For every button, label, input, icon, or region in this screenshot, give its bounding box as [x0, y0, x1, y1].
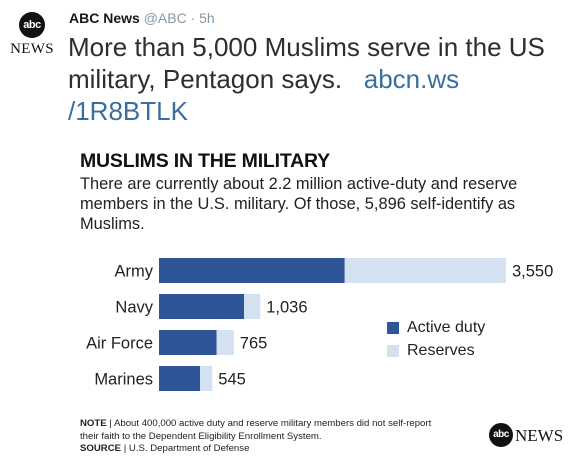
tweet-header: ABC News @ABC · 5h — [69, 10, 215, 26]
avatar-news-text: NEWS — [10, 41, 54, 57]
account-avatar[interactable]: abc NEWS — [6, 10, 58, 62]
tweet-media-infographic[interactable]: MUSLIMS IN THE MILITARY There are curren… — [65, 136, 578, 471]
infographic-title: MUSLIMS IN THE MILITARY — [80, 150, 330, 172]
source-text: U.S. Department of Defense — [128, 443, 250, 454]
category-label-navy: Navy — [115, 299, 153, 317]
bar-air-force-reserves — [216, 330, 234, 355]
infographic-subtitle: There are currently about 2.2 million ac… — [80, 175, 518, 233]
legend-label-reserves: Reserves — [407, 341, 475, 359]
tweet-link[interactable]: abcn.ws/1R8BTLK — [68, 64, 459, 126]
chart-legend: Active duty Reserves — [387, 316, 507, 366]
bar-marines-reserves — [200, 366, 213, 391]
legend-label-active-duty: Active duty — [407, 318, 486, 336]
header-separator: · — [190, 10, 196, 26]
total-label-marines: 545 — [218, 371, 246, 389]
legend-swatch-active-duty — [387, 321, 399, 334]
bar-marines-active-duty — [159, 366, 201, 391]
legend-swatch-reserves — [387, 344, 399, 357]
bar-navy-active-duty — [159, 294, 245, 319]
category-label-air-force: Air Force — [86, 335, 153, 353]
note-line: NOTE | About 400,000 active duty and res… — [80, 418, 440, 443]
category-label-marines: Marines — [94, 371, 153, 389]
bar-army-active-duty — [159, 258, 345, 283]
category-label-army: Army — [115, 263, 154, 281]
note-label: NOTE — [80, 418, 107, 429]
total-label-air-force: 765 — [240, 335, 268, 353]
bar-chart: Army 3,550 Navy 1,036 Air Force 765 Marines 545 — [86, 258, 553, 391]
bar-air-force-active-duty — [159, 330, 217, 355]
note-divider: | — [109, 418, 112, 429]
tweet-timestamp[interactable]: 5h — [199, 10, 215, 26]
tweet-text: More than 5,000 Muslims serve in the US … — [68, 31, 568, 127]
source-label: SOURCE — [80, 443, 122, 454]
note-text: About 400,000 active duty and reserve mi… — [80, 418, 432, 442]
tweet-body: More than 5,000 Muslims serve in the US … — [68, 32, 545, 94]
source-line: SOURCE | U.S. Department of Defense — [80, 443, 440, 456]
abc-logo-icon: abc — [19, 12, 45, 38]
author-handle[interactable]: @ABC — [143, 10, 187, 26]
legend-item-reserves: Reserves — [387, 339, 507, 362]
bar-navy-reserves — [244, 294, 261, 319]
source-divider: | — [123, 443, 127, 454]
tweet-link-part2[interactable]: /1R8BTLK — [68, 96, 188, 126]
tweet-link-part1[interactable]: abcn.ws — [363, 64, 460, 94]
legend-item-active-duty: Active duty — [387, 316, 507, 339]
total-label-army: 3,550 — [512, 263, 553, 281]
bar-army-reserves — [344, 258, 506, 283]
brand-news-text: NEWS — [515, 426, 564, 445]
infographic-footnote: NOTE | About 400,000 active duty and res… — [80, 418, 440, 456]
abc-news-brand-logo: abc NEWS — [489, 423, 569, 447]
author-name[interactable]: ABC News — [69, 10, 140, 26]
total-label-navy: 1,036 — [266, 299, 307, 317]
abc-brand-logo-icon: abc — [489, 423, 513, 447]
